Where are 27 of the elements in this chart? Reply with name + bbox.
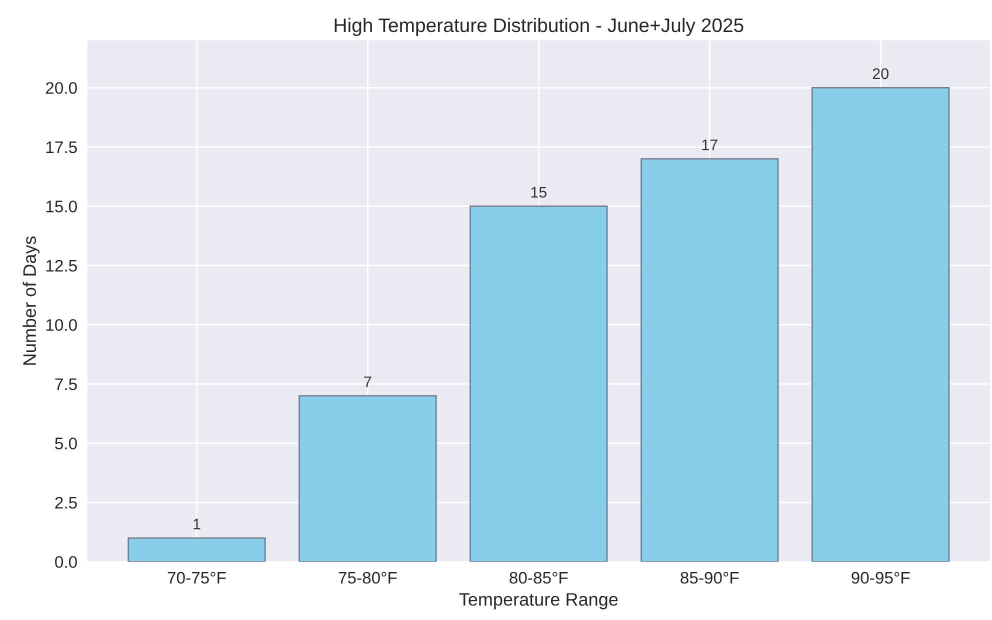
bar (640, 158, 779, 562)
data-label: 1 (194, 518, 200, 530)
x-tick-label: 80-85°F (510, 572, 568, 584)
x-tick-label: 90-95°F (852, 572, 910, 584)
data-label: 20 (872, 68, 888, 80)
y-tick-label: 5.0 (55, 438, 77, 450)
y-tick-label: 0.0 (55, 556, 77, 568)
bar (128, 537, 266, 562)
y-tick-label: 15.0 (46, 200, 77, 212)
x-tick-label: 85-90°F (680, 572, 739, 584)
y-tick-label: 17.5 (46, 142, 77, 154)
bar (812, 87, 950, 562)
chart-title: High Temperature Distribution - June+July 2025 (334, 18, 744, 36)
bar (298, 395, 437, 562)
y-tick-label: 2.5 (55, 496, 77, 509)
x-tick-label: 75-80°F (338, 572, 397, 584)
data-label: 17 (702, 140, 718, 150)
x-tick-label: 70-75°F (168, 572, 226, 584)
x-axis-title: Temperature Range (459, 593, 618, 610)
y-tick-label: 7.5 (55, 378, 77, 390)
y-tick-label: 10.0 (46, 319, 77, 331)
data-label: 15 (531, 186, 547, 198)
y-tick-label: 20.0 (46, 82, 77, 94)
data-label: 7 (364, 376, 372, 388)
bar (470, 206, 608, 562)
y-tick-label: 12.5 (46, 260, 77, 272)
y-axis-title: Number of Days (22, 236, 40, 365)
